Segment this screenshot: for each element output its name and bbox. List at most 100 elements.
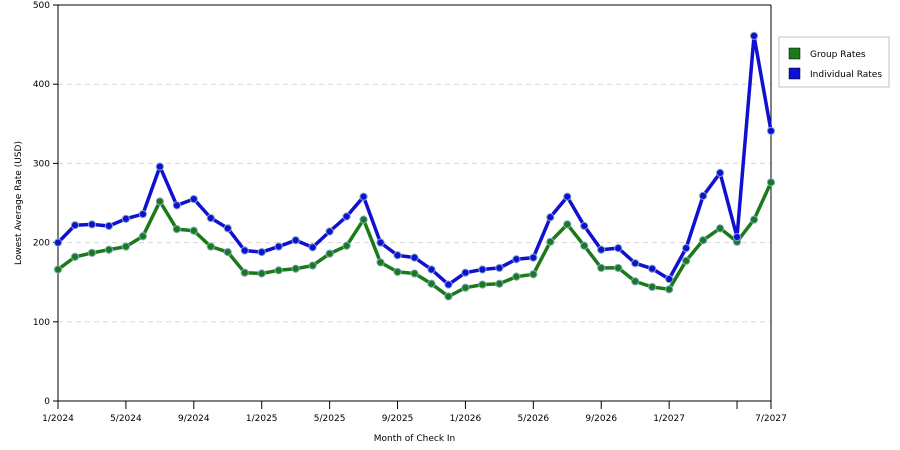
gridlines bbox=[58, 83, 771, 323]
data-point bbox=[546, 237, 555, 246]
data-point bbox=[291, 236, 300, 245]
data-point bbox=[189, 226, 198, 235]
legend: Group Rates Individual Rates bbox=[778, 36, 890, 88]
data-point bbox=[597, 245, 606, 254]
data-point bbox=[732, 232, 742, 242]
axes: 0 100 200 300 400 500 1/2024 5/2024 9/2024 1/2025… bbox=[33, 1, 787, 424]
y-tick-label: 200 bbox=[33, 239, 50, 249]
data-point bbox=[410, 269, 419, 278]
data-point bbox=[155, 197, 164, 206]
data-point bbox=[308, 243, 317, 252]
series-group bbox=[53, 31, 776, 301]
data-point bbox=[715, 168, 725, 178]
series-individual-rates bbox=[53, 31, 776, 289]
data-point bbox=[529, 253, 538, 262]
data-point bbox=[461, 268, 470, 277]
data-point bbox=[715, 224, 725, 233]
data-point bbox=[682, 256, 691, 265]
x-tick-label: 9/2026 bbox=[585, 414, 617, 424]
data-point bbox=[87, 220, 97, 229]
data-point bbox=[749, 31, 759, 40]
data-point bbox=[257, 269, 266, 278]
data-point bbox=[53, 238, 63, 247]
y-tick-label: 400 bbox=[33, 80, 50, 90]
data-point bbox=[478, 265, 487, 274]
data-point bbox=[444, 292, 453, 301]
data-point bbox=[766, 178, 776, 187]
data-point bbox=[665, 285, 674, 294]
data-point bbox=[529, 270, 538, 279]
x-tick-label: 1/2027 bbox=[653, 414, 685, 424]
data-point bbox=[495, 263, 504, 273]
data-point bbox=[563, 220, 572, 229]
data-point bbox=[512, 255, 521, 264]
data-point bbox=[172, 225, 181, 234]
x-tick-label: 7/2027 bbox=[755, 414, 787, 424]
data-point bbox=[376, 258, 385, 267]
data-point bbox=[359, 215, 368, 224]
data-point bbox=[495, 279, 504, 288]
x-tick-label: 1/2025 bbox=[246, 414, 278, 424]
x-tick-label: 1/2026 bbox=[450, 414, 482, 424]
data-point bbox=[274, 266, 283, 275]
data-point bbox=[155, 162, 164, 171]
y-tick-label: 0 bbox=[44, 397, 50, 407]
data-point bbox=[138, 209, 147, 219]
data-point bbox=[121, 214, 131, 223]
data-point bbox=[648, 264, 657, 273]
data-point bbox=[104, 221, 114, 231]
data-point bbox=[444, 280, 453, 289]
data-point bbox=[325, 249, 334, 258]
data-point bbox=[665, 274, 674, 284]
y-tick-label: 500 bbox=[33, 1, 50, 11]
y-tick-label: 300 bbox=[33, 159, 50, 169]
data-point bbox=[427, 279, 436, 288]
data-point bbox=[376, 238, 385, 247]
data-point bbox=[223, 224, 232, 233]
data-point bbox=[291, 264, 300, 273]
data-point bbox=[749, 215, 759, 224]
series-group-rates bbox=[53, 178, 776, 301]
data-point bbox=[410, 253, 419, 262]
data-point bbox=[427, 265, 436, 274]
y-tick-label: 100 bbox=[33, 318, 50, 328]
data-point bbox=[104, 245, 114, 254]
data-point bbox=[597, 263, 606, 273]
data-point bbox=[512, 272, 521, 281]
data-point bbox=[257, 248, 266, 257]
series-line bbox=[56, 34, 773, 287]
data-point bbox=[240, 246, 249, 255]
data-point bbox=[87, 248, 97, 257]
data-point bbox=[648, 282, 657, 292]
data-point bbox=[274, 242, 283, 251]
data-point bbox=[342, 212, 351, 221]
data-point bbox=[766, 126, 776, 136]
data-point bbox=[614, 263, 623, 273]
x-tick-label: 9/2025 bbox=[382, 414, 414, 424]
legend-label: Individual Rates bbox=[810, 70, 882, 80]
data-point bbox=[682, 244, 691, 253]
data-point bbox=[359, 192, 368, 201]
x-tick-label: 1/2024 bbox=[42, 414, 74, 424]
data-point bbox=[461, 283, 470, 292]
data-point bbox=[478, 280, 487, 289]
legend-swatch bbox=[788, 47, 801, 60]
data-point bbox=[240, 268, 249, 277]
data-point bbox=[308, 261, 317, 270]
data-point bbox=[342, 241, 351, 250]
data-point bbox=[223, 248, 232, 257]
data-point bbox=[546, 213, 555, 222]
data-point bbox=[121, 242, 131, 251]
x-axis-title: Month of Check In bbox=[374, 434, 456, 444]
series-line bbox=[56, 181, 773, 299]
data-point bbox=[325, 227, 334, 236]
legend-swatch bbox=[788, 67, 801, 80]
data-point bbox=[580, 241, 589, 250]
data-point bbox=[70, 252, 80, 261]
x-tick-label: 5/2026 bbox=[517, 414, 549, 424]
data-point bbox=[393, 267, 402, 277]
data-point bbox=[393, 251, 402, 260]
y-axis-title: Lowest Average Rate (USD) bbox=[14, 141, 24, 265]
